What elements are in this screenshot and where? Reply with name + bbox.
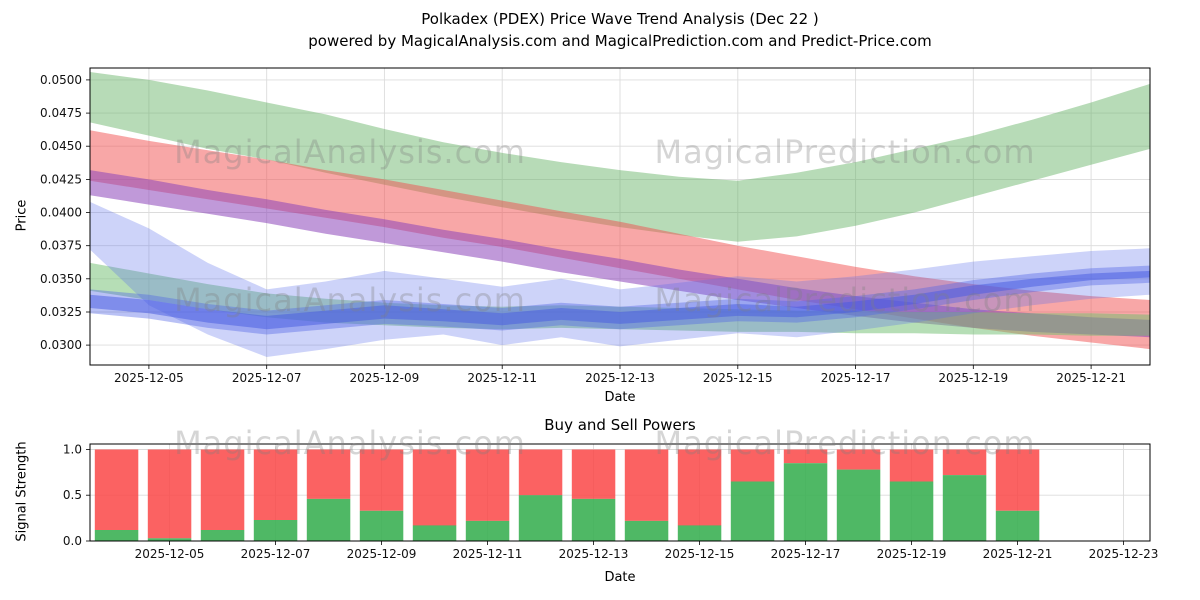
sell-bar bbox=[942, 449, 987, 476]
svg-text:0.0425: 0.0425 bbox=[40, 172, 82, 186]
svg-text:2025-12-21: 2025-12-21 bbox=[983, 547, 1053, 561]
svg-text:2025-12-11: 2025-12-11 bbox=[467, 371, 537, 385]
price-y-axis-label: Price bbox=[14, 199, 30, 232]
gridlines bbox=[90, 444, 1150, 542]
svg-text:2025-12-07: 2025-12-07 bbox=[232, 371, 302, 385]
price-wave-chart: 2025-12-05 2025-12-07 2025-12-09 2025-12-11… bbox=[40, 67, 1151, 385]
sell-bar bbox=[783, 449, 828, 464]
buy-bar bbox=[94, 530, 139, 541]
sell-bar bbox=[889, 449, 934, 482]
sell-bar bbox=[677, 449, 722, 526]
svg-text:2025-12-19: 2025-12-19 bbox=[938, 371, 1008, 385]
tick-labels: 2025-12-05 2025-12-07 2025-12-09 2025-12-11… bbox=[63, 443, 1158, 562]
buy-bar bbox=[677, 525, 722, 541]
buy-bar bbox=[942, 475, 987, 541]
power-chart-title: Buy and Sell Powers bbox=[544, 416, 696, 434]
sell-bar bbox=[412, 449, 457, 526]
buy-bar bbox=[995, 510, 1040, 541]
buy-bar bbox=[783, 463, 828, 541]
buy-bar bbox=[200, 530, 245, 541]
tick-labels: 2025-12-05 2025-12-07 2025-12-09 2025-12-11… bbox=[40, 73, 1126, 385]
svg-text:0.0400: 0.0400 bbox=[40, 206, 82, 220]
chart-subtitle: powered by MagicalAnalysis.com and Magic… bbox=[308, 32, 932, 50]
svg-text:0.0325: 0.0325 bbox=[40, 305, 82, 319]
svg-text:2025-12-09: 2025-12-09 bbox=[350, 371, 420, 385]
band-green-trend-channel bbox=[90, 72, 1150, 242]
band-blue-wave-core bbox=[90, 270, 1150, 330]
sell-bar bbox=[200, 449, 245, 530]
svg-text:2025-12-23: 2025-12-23 bbox=[1089, 547, 1159, 561]
svg-text:0.0475: 0.0475 bbox=[40, 106, 82, 120]
power-y-axis-label: Signal Strength bbox=[14, 441, 30, 542]
svg-text:2025-12-15: 2025-12-15 bbox=[665, 547, 735, 561]
svg-text:0.0450: 0.0450 bbox=[40, 139, 82, 153]
sell-bar bbox=[253, 449, 298, 520]
sell-bar bbox=[147, 449, 192, 539]
sell-bar bbox=[730, 449, 775, 482]
sell-bar bbox=[306, 449, 351, 499]
sell-bar bbox=[518, 449, 563, 496]
svg-text:2025-12-05: 2025-12-05 bbox=[135, 547, 205, 561]
sell-bar bbox=[94, 449, 139, 530]
plot-frame bbox=[89, 443, 1151, 542]
buy-bar bbox=[836, 469, 881, 541]
tick-marks bbox=[86, 449, 1124, 545]
svg-text:2025-12-07: 2025-12-07 bbox=[241, 547, 311, 561]
buy-bar bbox=[253, 520, 298, 541]
sell-bar bbox=[465, 449, 510, 521]
buy-bar bbox=[412, 525, 457, 541]
band-red-downtrend-channel bbox=[90, 130, 1150, 350]
svg-text:0.5: 0.5 bbox=[63, 488, 82, 502]
tick-marks bbox=[86, 79, 1092, 369]
svg-text:0.0375: 0.0375 bbox=[40, 239, 82, 253]
plot-frame bbox=[89, 67, 1151, 366]
svg-text:2025-12-11: 2025-12-11 bbox=[453, 547, 523, 561]
svg-text:2025-12-05: 2025-12-05 bbox=[114, 371, 184, 385]
power-x-axis-label: Date bbox=[604, 570, 636, 585]
price-x-axis-label: Date bbox=[604, 390, 636, 405]
svg-text:2025-12-13: 2025-12-13 bbox=[559, 547, 629, 561]
buy-bar bbox=[359, 510, 404, 541]
buy-bar bbox=[306, 498, 351, 541]
svg-text:0.0: 0.0 bbox=[63, 534, 82, 548]
svg-text:2025-12-09: 2025-12-09 bbox=[347, 547, 417, 561]
sell-bar bbox=[995, 449, 1040, 511]
svg-text:0.0500: 0.0500 bbox=[40, 73, 82, 87]
svg-text:2025-12-13: 2025-12-13 bbox=[585, 371, 655, 385]
buy-bar bbox=[465, 520, 510, 541]
svg-text:2025-12-21: 2025-12-21 bbox=[1056, 371, 1126, 385]
buy-bar bbox=[624, 520, 669, 541]
sell-bar bbox=[624, 449, 669, 521]
buy-bar bbox=[889, 481, 934, 541]
buy-sell-bars bbox=[94, 449, 1040, 541]
svg-text:2025-12-17: 2025-12-17 bbox=[771, 547, 841, 561]
buy-bar bbox=[147, 538, 192, 541]
buy-bar bbox=[730, 481, 775, 541]
buy-sell-power-chart: 2025-12-05 2025-12-07 2025-12-09 2025-12-11… bbox=[63, 443, 1158, 562]
buy-bar bbox=[518, 495, 563, 541]
sell-bar bbox=[571, 449, 616, 499]
chart-title: Polkadex (PDEX) Price Wave Trend Analysi… bbox=[421, 10, 819, 28]
svg-text:0.0350: 0.0350 bbox=[40, 272, 82, 286]
trend-bands bbox=[90, 72, 1150, 357]
buy-bar bbox=[571, 498, 616, 541]
svg-text:1.0: 1.0 bbox=[63, 443, 82, 457]
svg-text:2025-12-15: 2025-12-15 bbox=[703, 371, 773, 385]
svg-text:0.0300: 0.0300 bbox=[40, 338, 82, 352]
sell-bar bbox=[359, 449, 404, 511]
svg-text:2025-12-17: 2025-12-17 bbox=[821, 371, 891, 385]
svg-text:2025-12-19: 2025-12-19 bbox=[877, 547, 947, 561]
sell-bar bbox=[836, 449, 881, 470]
